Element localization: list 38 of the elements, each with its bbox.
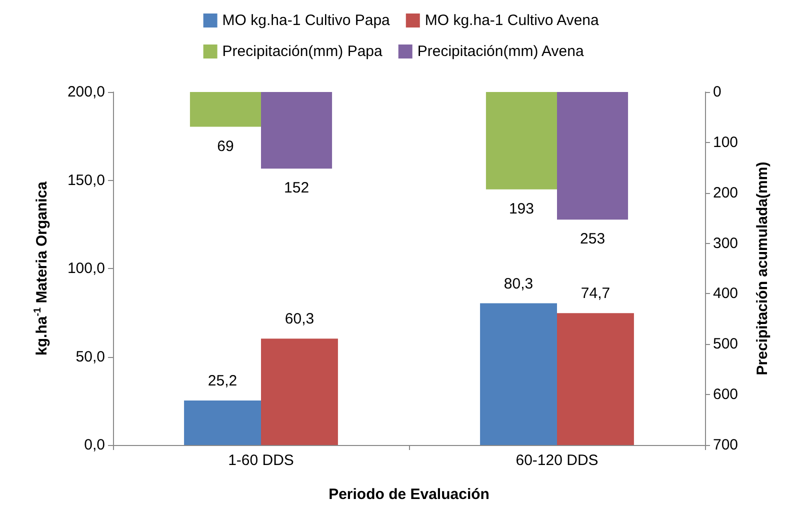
bar (184, 400, 261, 445)
y2-tick-label: 700 (713, 436, 738, 454)
x-axis-title: Periodo de Evaluación (328, 486, 490, 503)
y2-tick-label: 300 (713, 234, 738, 252)
data-label: 80,3 (504, 275, 534, 292)
data-label: 152 (284, 180, 310, 197)
bar (557, 313, 634, 445)
data-label: 193 (508, 200, 534, 218)
legend-label: Precipitación(mm) Papa (222, 43, 384, 60)
x-tick-label: 60-120 DDS (516, 452, 598, 469)
y2-tick-label: 0 (713, 84, 722, 100)
bar (480, 303, 557, 445)
y-tick-label: 0,0 (84, 436, 105, 454)
x-tick-label: 1-60 DDS (228, 452, 294, 469)
y2-tick-label: 200 (713, 184, 738, 202)
data-label: 60,3 (284, 310, 314, 328)
legend-label: MO kg.ha-1 Cultivo Avena (424, 12, 600, 29)
data-label: 69 (217, 138, 234, 155)
y-tick-label: 100,0 (67, 260, 105, 277)
y2-tick-label: 100 (713, 134, 738, 151)
data-label: 25,2 (208, 372, 238, 390)
y-tick-label: 50,0 (76, 348, 105, 366)
y-tick-label: 150,0 (67, 172, 105, 189)
bar (486, 92, 557, 190)
y-axis-title: kg.ha-1 Materia Organica (32, 180, 50, 356)
y2-tick-label: 500 (713, 336, 738, 353)
y2-tick-label: 400 (713, 285, 738, 302)
bar (261, 92, 332, 169)
data-label: 74,7 (580, 285, 610, 302)
bar (557, 92, 628, 220)
bar (261, 338, 338, 445)
legend-label: Precipitación(mm) Avena (417, 43, 584, 60)
y-tick-label: 200,0 (67, 84, 105, 100)
y2-axis-title: Precipitación acumulada(mm) (754, 162, 771, 376)
legend-label: MO kg.ha-1 Cultivo Papa (222, 12, 391, 29)
y2-tick-label: 600 (713, 386, 738, 404)
bar (190, 92, 261, 127)
data-label: 253 (580, 230, 606, 248)
